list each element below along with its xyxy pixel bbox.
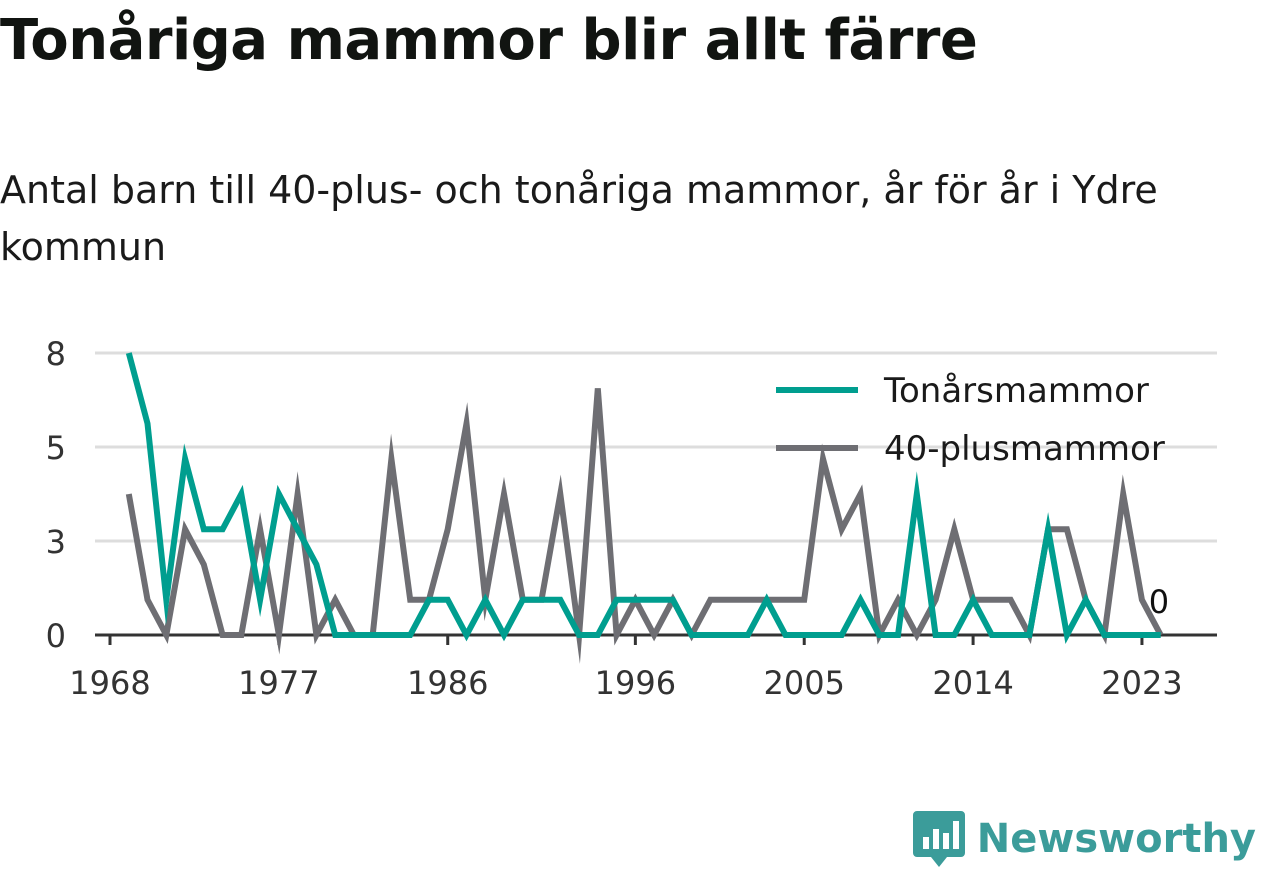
y-tick-label: 5 [46,429,66,467]
grid-lines [95,351,1217,543]
end-value-label: 0 [1149,583,1169,621]
newsworthy-logo-icon [912,811,965,867]
tick-labels: 0 3 5 8 1968 1977 1986 1996 2005 2014 2023 0 [46,335,1183,702]
series-line-tonarsmammor [125,352,1161,645]
y-tick-label: 0 [46,617,66,655]
series-line-40-plusmammor [125,388,1164,664]
legend-label-40-plusmammor: 40-plusmammor [884,429,1165,469]
legend: Tonårsmammor 40-plusmammor [776,371,1165,469]
x-tick-label: 2023 [1101,664,1182,702]
x-tick-label: 2014 [932,664,1013,702]
brand-name: Newsworthy [976,816,1256,862]
y-tick-label: 3 [46,523,66,561]
chart-subtitle: Antal barn till 40-plus- och tonåriga ma… [0,168,1158,269]
x-tick-label: 1996 [595,664,676,702]
series-lines [125,352,1164,664]
x-tick-label: 1986 [407,664,488,702]
brand-logo: Newsworthy [912,809,1256,869]
legend-label-tonarsmammor: Tonårsmammor [883,371,1149,411]
chart-title: Tonåriga mammor blir allt färre [0,8,978,73]
x-tick-label: 2005 [764,664,845,702]
x-tick-label: 1968 [69,664,150,702]
y-tick-label: 8 [46,335,66,373]
x-tick-label: 1977 [238,664,319,702]
